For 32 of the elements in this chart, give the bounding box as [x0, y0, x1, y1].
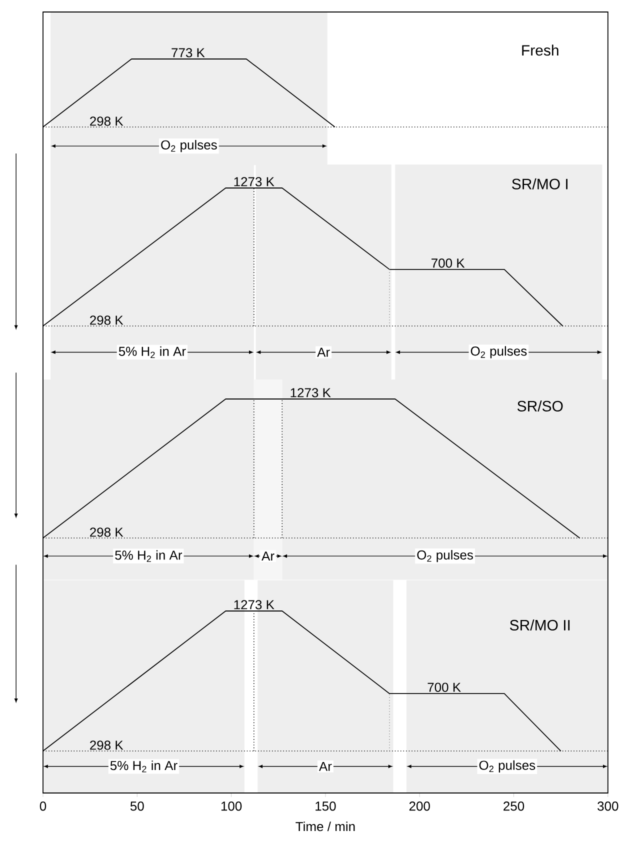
chart-title: SR/MO I [512, 178, 568, 190]
band-label: Ar [262, 552, 274, 561]
annotation: 773 K [172, 48, 205, 58]
ref-line-label: 298 K [90, 528, 124, 537]
band-label: 5% H$_{2}$ in Ar [110, 760, 178, 772]
band-label: O$_{2}$ pulses [470, 346, 527, 358]
x-tick-label: 200 [409, 802, 430, 811]
x-tick-label: 150 [316, 802, 336, 811]
annotation: 1273 K [290, 388, 331, 398]
ref-line-label: 298 K [90, 740, 124, 750]
x-axis-title: Time / min [296, 822, 355, 832]
x-tick-label: 250 [504, 802, 524, 811]
chart-title: SR/SO [517, 400, 563, 412]
x-tick-label: 0 [40, 802, 46, 811]
band-label: O$_{2}$ pulses [479, 760, 536, 772]
ref-line-label: 298 K [90, 316, 124, 325]
annotation: 700 K [432, 258, 465, 268]
band-label: 5% H$_{2}$ in Ar [118, 346, 186, 358]
chart-title: SR/MO II [510, 619, 570, 631]
band-label: 5% H$_{2}$ in Ar [115, 550, 182, 562]
band-label: O$_{2}$ pulses [417, 550, 473, 562]
annotation: 1273 K [234, 600, 274, 610]
annotation: 700 K [428, 682, 461, 692]
chart-title: Fresh [522, 44, 558, 56]
annotation: 1273 K [234, 177, 274, 186]
ref-line-label: 298 K [90, 116, 124, 126]
x-tick-label: 100 [221, 802, 242, 811]
band-label: Ar [317, 348, 330, 357]
x-tick-label: 300 [598, 802, 618, 811]
band-label: O$_{2}$ pulses [161, 140, 217, 152]
band-label: Ar [318, 762, 332, 771]
x-tick-label: 50 [130, 802, 144, 811]
